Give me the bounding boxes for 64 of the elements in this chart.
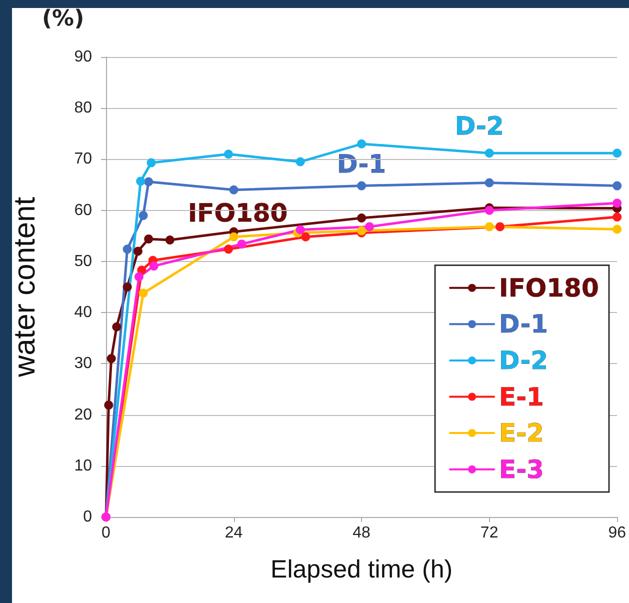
point (296, 225, 305, 234)
legend-label: E-2 (499, 418, 544, 448)
point (134, 272, 144, 282)
x-tick-label: 24 (224, 524, 243, 542)
point (495, 222, 504, 232)
point (146, 158, 156, 168)
point (138, 210, 148, 220)
text: (%) (42, 6, 84, 32)
point (237, 240, 246, 249)
point (224, 244, 233, 254)
point (484, 178, 494, 188)
point (484, 206, 494, 215)
legend-label: D-1 (499, 310, 548, 339)
y-axis-title: water content (8, 196, 42, 378)
point (144, 177, 154, 186)
point (365, 222, 374, 232)
point (106, 354, 116, 364)
x-tick-label: 48 (352, 524, 371, 542)
point (136, 176, 146, 186)
point (612, 148, 622, 158)
point (165, 235, 174, 244)
point (138, 288, 148, 298)
point (484, 222, 494, 232)
point (133, 246, 142, 256)
y-tick-label: 90 (74, 48, 92, 66)
point (484, 148, 494, 158)
point (229, 185, 238, 194)
y-tick-label: 0 (83, 508, 92, 526)
x-tick-label: 0 (102, 524, 111, 542)
point (229, 232, 238, 242)
annotation: D-2 (454, 112, 504, 141)
y-tick-label: 40 (74, 304, 92, 322)
legend-label: D-2 (499, 346, 548, 375)
point (612, 181, 622, 190)
y-tick-label: 20 (74, 406, 92, 424)
x-axis-title: Elapsed time (h) (270, 556, 453, 584)
point (122, 282, 132, 292)
point (612, 212, 622, 222)
x-tick-label: 96 (608, 524, 626, 542)
legend-label: E-1 (499, 382, 544, 412)
y-tick-label: 50 (74, 252, 92, 270)
point (612, 224, 622, 234)
x-tick-label: 72 (480, 524, 498, 542)
y-tick-label: 30 (74, 355, 92, 372)
point (112, 322, 122, 332)
y-tick-label: 80 (74, 100, 92, 117)
point (137, 266, 146, 275)
legend-label: E-3 (499, 454, 544, 484)
y-tick-label: 60 (74, 202, 92, 219)
point (357, 214, 366, 222)
y-tick-label: 70 (74, 150, 92, 168)
point (144, 234, 154, 244)
point (296, 157, 305, 166)
point (357, 181, 366, 190)
point (357, 139, 366, 148)
point (104, 400, 114, 410)
y-tick-label: 10 (74, 457, 92, 474)
point (301, 232, 310, 242)
legend-label: IFO180 (499, 273, 599, 302)
point (224, 150, 233, 159)
point (612, 198, 622, 208)
point (149, 262, 158, 271)
annotation: D-1 (337, 149, 386, 178)
point (122, 244, 132, 254)
